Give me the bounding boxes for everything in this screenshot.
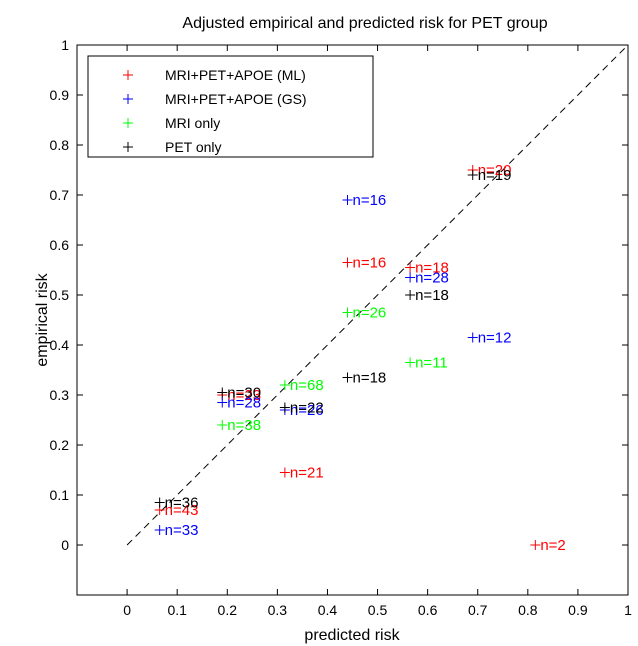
y-tick-label: 0.9: [50, 87, 70, 103]
data-point-label: n=11: [415, 355, 448, 372]
legend-entry-label: MRI+PET+APOE (ML): [165, 67, 306, 83]
reference-diagonal-line: [126, 44, 629, 546]
x-tick-label: 0.6: [418, 602, 438, 618]
data-point: [405, 290, 416, 300]
x-tick-label: 0: [123, 602, 131, 618]
data-point-label: n=26: [290, 402, 324, 419]
data-point-label: n=16: [352, 255, 386, 272]
y-tick-label: 0.7: [50, 187, 70, 203]
data-point: [342, 372, 353, 383]
legend-entry-label: PET only: [165, 139, 222, 155]
x-tick-label: 0.5: [368, 602, 388, 618]
x-tick-label: 0.2: [218, 602, 238, 618]
y-tick-label: 0.4: [50, 337, 70, 353]
x-tick-label: 0.9: [568, 602, 588, 618]
y-axis-ticks: 0 0.1 0.2 0.3 0.4 0.5 0.6 0.7 0.8 0.9 1: [50, 37, 628, 553]
x-tick-label: 1: [624, 602, 632, 618]
data-point: [405, 262, 416, 273]
data-point-label: n=43: [165, 502, 199, 519]
data-point: [217, 397, 228, 408]
legend-entry-label: MRI only: [165, 115, 220, 131]
x-axis-ticks: 0 0.1 0.2 0.3 0.4 0.5 0.6 0.7 0.8 0.9 1: [123, 45, 632, 618]
data-point-label: n=36: [165, 495, 199, 512]
y-tick-label: 0: [61, 537, 69, 553]
data-point: [217, 420, 228, 430]
data-point-label: n=18: [352, 370, 386, 387]
data-point-label: n=2: [540, 537, 565, 554]
data-point: [342, 307, 353, 318]
data-point-label: n=18: [415, 287, 449, 304]
data-point-label: n=16: [352, 192, 386, 209]
data-point-label: n=26: [352, 305, 386, 322]
data-point-label: n=28: [227, 395, 261, 412]
data-point: [405, 357, 416, 368]
x-tick-label: 0.8: [518, 602, 538, 618]
data-point-label: n=28: [415, 270, 449, 287]
data-point-label: n=21: [290, 465, 324, 482]
x-tick-label: 0.3: [268, 602, 288, 618]
data-point-label: n=22: [290, 400, 324, 417]
data-point: [279, 380, 290, 390]
data-point: [279, 402, 290, 413]
data-point: [405, 272, 416, 283]
y-tick-label: 0.2: [50, 437, 70, 453]
chart-title: Adjusted empirical and predicted risk fo…: [182, 15, 547, 32]
data-point: [467, 170, 478, 180]
data-point-label: n=12: [478, 330, 512, 347]
legend-box: [87, 55, 374, 158]
legend-entry-label: MRI+PET+APOE (GS): [165, 91, 307, 107]
data-point: [342, 195, 353, 205]
x-axis-label: predicted risk: [304, 627, 400, 644]
x-tick-label: 0.1: [167, 602, 187, 618]
data-point: [279, 467, 290, 478]
data-point-label: n=20: [478, 162, 512, 179]
data-point: [342, 257, 353, 268]
y-tick-label: 0.3: [50, 387, 70, 403]
data-point-label: n=68: [290, 377, 324, 394]
data-point-label: n=30: [227, 385, 261, 402]
data-point: [467, 332, 478, 343]
y-tick-label: 0.1: [50, 487, 70, 503]
data-point: [154, 525, 165, 535]
y-tick-label: 0.5: [50, 287, 70, 303]
y-tick-label: 1: [61, 37, 69, 53]
data-point: [217, 387, 228, 398]
data-point: [154, 497, 165, 508]
x-tick-label: 0.4: [318, 602, 338, 618]
y-axis-label: empirical risk: [34, 272, 51, 366]
data-points: n=43n=23n=21n=16 n=18n=20n=2n=33n=28 n=26n…: [154, 162, 566, 554]
y-tick-label: 0.6: [50, 237, 70, 253]
y-tick-label: 0.8: [50, 137, 70, 153]
legend: MRI+PET+APOE (ML) MRI+PET+APOE (GS) MRI on…: [87, 55, 374, 158]
plot-area: [76, 44, 629, 596]
data-point-label: n=38: [227, 417, 261, 434]
data-point-label: n=23: [227, 387, 261, 404]
x-tick-label: 0.7: [468, 602, 488, 618]
data-point-label: n=33: [165, 522, 199, 539]
data-point-label: n=19: [478, 167, 512, 184]
data-point: [530, 540, 541, 550]
data-point-label: n=18: [415, 260, 449, 277]
